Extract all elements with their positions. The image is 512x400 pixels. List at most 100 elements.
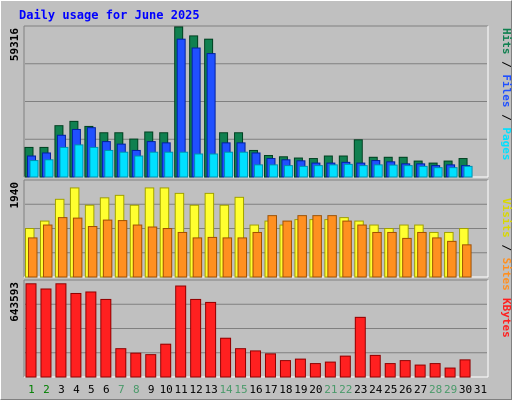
sites-bar-day-18 (282, 220, 292, 278)
kbytes-bar-day-20 (309, 363, 321, 378)
kbytes-bar-day-24-body (369, 354, 381, 378)
kbytes-bar-day-22-body (339, 355, 351, 378)
kbytes-bar-day-20-body (309, 363, 321, 378)
kbytes-bar-day-5 (85, 291, 97, 378)
kbytes-bar-day-2 (40, 288, 52, 378)
sites-bar-day-17 (267, 215, 277, 278)
pages-bar-day-27-body (418, 165, 428, 178)
sites-bar-day-11 (177, 231, 188, 278)
sites-bar-day-27 (417, 231, 427, 278)
sites-bar-day-29-body (447, 240, 457, 278)
x-tick-label-day-5: 5 (88, 383, 95, 396)
pages-bar-day-20 (313, 165, 323, 178)
kbytes-bar-day-28-body (429, 363, 441, 378)
pages-bar-day-3-body (59, 146, 69, 178)
kbytes-bar-day-10-body (160, 343, 172, 378)
sites-bar-day-21-body (327, 215, 337, 278)
sites-bar-day-2 (42, 224, 53, 278)
kbytes-bar-day-7-body (115, 348, 127, 378)
kbytes-bar-day-2-body (40, 288, 52, 378)
pages-bar-day-18 (283, 165, 293, 178)
pages-bar-day-19 (298, 165, 308, 178)
pages-bar-day-24-body (373, 164, 383, 178)
x-tick-label-day-4: 4 (73, 383, 80, 396)
pages-bar-day-28-body (433, 167, 443, 178)
kbytes-bar-day-5-body (85, 291, 97, 378)
x-tick-label-day-14: 14 (219, 383, 233, 396)
sites-bar-day-28-body (432, 237, 442, 278)
x-tick-label-day-26: 26 (399, 383, 412, 396)
pages-bar-day-1 (29, 160, 39, 178)
x-tick-label-day-3: 3 (58, 383, 65, 396)
sites-bar-day-7 (117, 220, 128, 278)
pages-bar-day-30 (463, 165, 473, 178)
sites-bar-day-6-body (102, 219, 113, 278)
x-tick-label-day-18: 18 (279, 383, 292, 396)
x-tick-label-day-16: 16 (249, 383, 262, 396)
pages-bar-day-11 (179, 151, 189, 178)
kbytes-bar-day-6 (100, 298, 112, 378)
x-tick-label-day-2: 2 (43, 383, 50, 396)
kbytes-bar-day-29 (444, 367, 456, 378)
sites-bar-day-13 (207, 236, 218, 278)
pages-bar-day-24 (373, 164, 383, 178)
pages-bar-day-13-body (209, 153, 219, 178)
x-tick-label-day-11: 11 (175, 383, 188, 396)
sites-bar-day-1 (28, 237, 38, 278)
kbytes-bar-day-9 (145, 354, 157, 378)
kbytes-bar-day-22 (339, 355, 351, 378)
legend-item-sites: Sites (500, 258, 512, 291)
pages-bar-day-17-body (268, 164, 278, 178)
kbytes-bar-day-19 (294, 358, 306, 378)
pages-bar-day-10 (164, 151, 174, 178)
pages-bar-day-30-body (463, 165, 473, 178)
pages-bar-day-21-body (328, 164, 338, 178)
kbytes-bar-day-14 (220, 337, 232, 378)
pages-bar-day-15 (239, 151, 249, 178)
kbytes-bar-day-10 (160, 343, 172, 378)
pages-bar-day-4-body (74, 144, 84, 178)
sites-bar-day-20 (312, 215, 322, 278)
pages-bar-day-26-body (403, 165, 413, 178)
sites-bar-day-12-body (192, 237, 203, 278)
x-tick-label-day-7: 7 (118, 383, 125, 396)
sites-bar-day-19-body (297, 215, 307, 278)
kbytes-bar-day-26-body (399, 360, 411, 378)
kbytes-bar-day-18-body (279, 360, 291, 378)
chart-title: Daily usage for June 2025 (19, 8, 200, 22)
pages-bar-day-2-body (44, 159, 54, 178)
sites-bar-day-30-body (462, 244, 472, 278)
sites-bar-day-10 (162, 228, 173, 278)
kbytes-bar-day-23 (354, 316, 366, 378)
kbytes-bar-day-4 (70, 292, 82, 378)
x-tick-label-day-10: 10 (160, 383, 173, 396)
pages-bar-day-12-body (194, 153, 204, 178)
sites-bar-day-25-body (387, 231, 397, 278)
sites-bar-day-29 (447, 240, 457, 278)
pages-bar-day-7 (119, 151, 129, 178)
sites-bar-day-15-body (237, 237, 248, 278)
kbytes-bar-day-1 (25, 283, 37, 378)
legend-separator: / (500, 108, 512, 128)
kbytes-bar-day-29-body (444, 367, 456, 378)
sites-bar-day-12 (192, 237, 203, 278)
pages-bar-day-12 (194, 153, 204, 178)
pages-bar-day-2 (44, 159, 54, 178)
kbytes-bar-day-16-body (250, 350, 262, 378)
pages-bar-day-29 (448, 167, 458, 178)
x-tick-label-day-22: 22 (339, 383, 352, 396)
bars-panel-1 (24, 26, 473, 178)
y-max-label: 643593 (8, 282, 21, 322)
x-tick-label-day-20: 20 (309, 383, 322, 396)
pages-bar-day-5-body (89, 146, 99, 178)
pages-bar-day-28 (433, 167, 443, 178)
pages-bar-day-14 (224, 151, 234, 178)
x-tick-label-day-24: 24 (369, 383, 383, 396)
bars-panel-2 (25, 187, 472, 278)
pages-bar-day-26 (403, 165, 413, 178)
pages-bar-day-10-body (164, 151, 174, 178)
x-tick-label-day-25: 25 (384, 383, 397, 396)
y-max-label: 59316 (8, 28, 21, 61)
sites-bar-day-3-body (57, 217, 68, 278)
x-tick-label-day-21: 21 (324, 383, 337, 396)
